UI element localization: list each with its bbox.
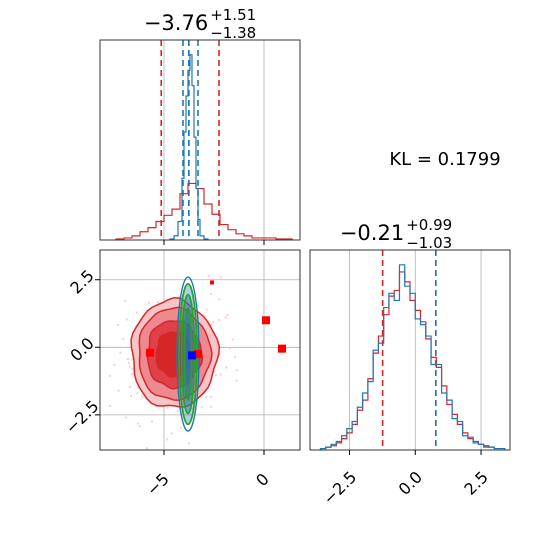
scatter-point (136, 392, 139, 395)
scatter-point (224, 316, 227, 319)
scatter-point (109, 404, 112, 407)
scatter-point (234, 355, 237, 358)
scatter-point (127, 361, 130, 364)
scatter-point (130, 394, 133, 397)
scatter-point (214, 374, 217, 377)
scatter-point (235, 379, 238, 382)
x-tick-label-1: 0 (252, 469, 273, 490)
scatter-point (205, 308, 208, 311)
scatter-point (145, 447, 148, 450)
scatter-point (208, 274, 211, 277)
scatter-point (231, 338, 234, 341)
scatter-point (187, 442, 190, 445)
scatter-point (108, 374, 111, 377)
marker-reference-2 (262, 316, 270, 325)
scatter-point (170, 432, 173, 435)
panel3-frame (99, 249, 301, 451)
x-tick-label-2: 2.5 (460, 467, 491, 498)
y-tick-label-0: −2.5 (62, 397, 103, 438)
scatter-point (131, 367, 134, 370)
scatter-point (147, 301, 150, 304)
scatter-point (124, 299, 127, 302)
panel1-frame (99, 39, 301, 241)
scatter-point (128, 365, 131, 368)
kl-annotation: KL = 0.1799 (389, 149, 500, 170)
scatter-point (205, 395, 208, 398)
x-tick-label-1: 0.0 (395, 467, 426, 498)
marker-reference-1 (194, 350, 202, 359)
scatter-point (213, 370, 216, 373)
scatter-point (122, 337, 125, 340)
scatter-point (126, 357, 129, 360)
scatter-point (119, 351, 122, 354)
scatter-point (135, 311, 138, 314)
scatter-point (176, 409, 179, 412)
scatter-point (131, 373, 134, 376)
histogram-reference (319, 271, 506, 450)
scatter-point (136, 422, 139, 425)
panel-histogram-param2: −2.5 0.0 2.5 −0.21 +0.99 −1.03 (309, 216, 511, 508)
scatter-point (165, 438, 168, 441)
scatter-point (113, 364, 116, 367)
scatter-point (226, 314, 229, 317)
scatter-point (166, 406, 169, 409)
scatter-point (218, 318, 221, 321)
y-tick-label-2: 2.5 (66, 266, 97, 297)
scatter-point (124, 416, 127, 419)
marker-reference-0 (146, 348, 154, 357)
scatter-point (235, 369, 238, 372)
scatter-point (136, 386, 139, 389)
marker-model (188, 351, 196, 360)
histogram-model (169, 54, 209, 240)
x-tick-label-0: −5 (143, 469, 173, 499)
scatter-point (156, 301, 159, 304)
scatter-point (117, 389, 120, 392)
scatter-point (212, 321, 215, 324)
scatter-point (191, 407, 194, 410)
scatter-point (179, 426, 182, 429)
scatter-point (225, 366, 228, 369)
scatter-point (210, 323, 213, 326)
scatter-point (200, 406, 203, 409)
y-tick-label-1: 0.0 (66, 334, 97, 365)
scatter-point (228, 347, 231, 350)
scatter-point (178, 295, 181, 298)
scatter-point (218, 298, 221, 301)
scatter-point (219, 276, 222, 279)
marker-reference-4 (210, 280, 214, 285)
scatter-point (209, 293, 212, 296)
histogram-reference (115, 182, 293, 240)
histogram-model (319, 264, 506, 450)
panel1-title: −3.76 +1.51 −1.38 (144, 6, 256, 42)
panel-histogram-param1: −3.76 +1.51 −1.38 (99, 6, 301, 245)
marker-reference-3 (278, 344, 286, 353)
scatter-point (219, 373, 222, 376)
scatter-point (209, 395, 212, 398)
scatter-point (141, 396, 144, 399)
scatter-point (130, 358, 133, 361)
panel4-frame (309, 249, 511, 451)
scatter-point (125, 318, 128, 321)
scatter-point (209, 405, 212, 408)
scatter-point (138, 425, 141, 428)
x-tick-label-0: −2.5 (319, 467, 360, 508)
panel-contour-joint: −5 0 −2.5 0.0 2.5 (62, 249, 301, 500)
scatter-point (129, 385, 132, 388)
scatter-point (151, 420, 154, 423)
panel4-title: −0.21 +0.99 −1.03 (340, 216, 452, 252)
scatter-point (117, 323, 120, 326)
